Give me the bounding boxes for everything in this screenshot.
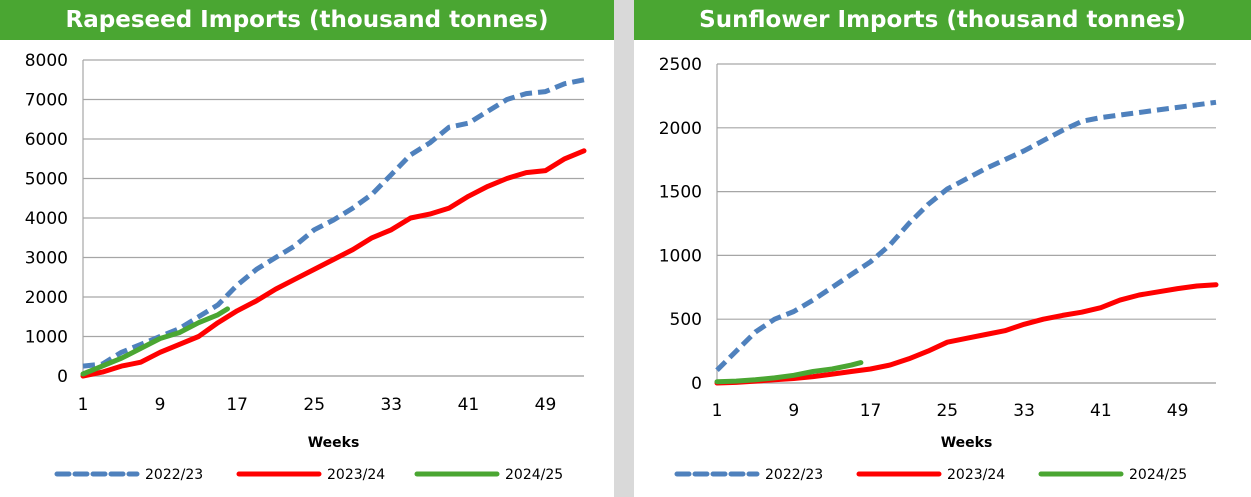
sunflower-chart-panel: Sunflower Imports (thousand tonnes) 0 500… (634, 0, 1251, 497)
legend-label: 2022/23 (145, 467, 203, 483)
y-tick-label: 2500 (659, 55, 702, 75)
x-tick-label: 33 (1013, 401, 1035, 421)
x-tick-label: 25 (303, 395, 325, 415)
rapeseed-chart-panel: Rapeseed Imports (thousand tonnes) 0 1000… (0, 0, 614, 497)
series-line-2024-25 (80, 306, 230, 377)
y-tick-label: 0 (691, 374, 702, 394)
y-tick-label: 1500 (659, 183, 702, 203)
y-tick-label: 1000 (659, 246, 702, 266)
y-tick-label: 4000 (25, 209, 68, 229)
series-line-2023-24 (714, 282, 1219, 386)
chart-title: Sunflower Imports (thousand tonnes) (634, 0, 1251, 40)
y-tick-label: 2000 (25, 288, 68, 308)
x-axis-title: Weeks (941, 435, 993, 451)
x-tick-label: 9 (155, 395, 166, 415)
x-tick-label: 33 (380, 395, 402, 415)
y-tick-label: 0 (57, 367, 68, 387)
x-tick-label: 17 (226, 395, 248, 415)
series-line-2022-23 (82, 77, 585, 369)
series-line-2022-23 (715, 99, 1217, 372)
x-tick-label: 1 (712, 401, 723, 421)
y-tick-label: 3000 (25, 249, 68, 269)
x-tick-label: 1 (78, 395, 89, 415)
y-tick-label: 6000 (25, 130, 68, 150)
series-line-2023-24 (80, 148, 587, 379)
x-tick-label: 49 (535, 395, 557, 415)
y-tick-label: 7000 (25, 91, 68, 111)
y-tick-label: 5000 (25, 170, 68, 190)
y-tick-label: 500 (670, 310, 702, 330)
series-line-2024-25 (714, 360, 864, 385)
y-tick-label: 8000 (25, 51, 68, 71)
x-tick-label: 41 (458, 395, 480, 415)
x-tick-label: 17 (860, 401, 882, 421)
legend-label: 2023/24 (327, 467, 385, 483)
legend-label: 2023/24 (947, 467, 1005, 483)
x-axis-title: Weeks (308, 435, 360, 451)
x-tick-label: 49 (1167, 401, 1189, 421)
x-tick-label: 25 (936, 401, 958, 421)
legend-label: 2024/25 (505, 467, 563, 483)
x-tick-label: 9 (788, 401, 799, 421)
rapeseed-chart: 0 1000 2000 3000 4000 5000 6000 7000 8000 1 9 17 25 3… (25, 51, 587, 483)
y-tick-label: 1000 (25, 328, 68, 348)
chart-title: Rapeseed Imports (thousand tonnes) (0, 0, 614, 40)
sunflower-chart: 0 500 1000 1500 2000 2500 1 9 17 25 33 41 49 Weeks 202… (659, 55, 1219, 483)
y-tick-label: 2000 (659, 119, 702, 139)
x-tick-label: 41 (1090, 401, 1112, 421)
legend-label: 2024/25 (1129, 467, 1187, 483)
legend-label: 2022/23 (765, 467, 823, 483)
